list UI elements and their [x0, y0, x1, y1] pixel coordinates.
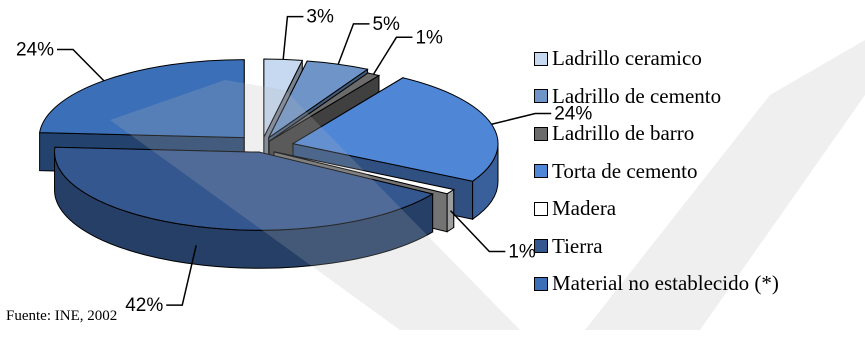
legend-swatch: [534, 89, 548, 104]
data-label: 3%: [306, 7, 334, 28]
pie-slice-4: [273, 151, 455, 195]
legend-label: Madera: [552, 196, 617, 221]
legend-item: Tierra: [534, 228, 864, 266]
legend-swatch: [534, 276, 548, 291]
label-leader-line: [166, 245, 197, 306]
legend-swatch: [534, 126, 548, 141]
pie-slice-2: [268, 72, 381, 142]
legend-item: Ladrillo de cemento: [534, 78, 864, 116]
legend-swatch: [534, 51, 548, 66]
pie-slice-6: [39, 59, 245, 139]
data-label: 5%: [372, 14, 400, 35]
label-leader-line: [491, 112, 552, 125]
legend-item: Torta de cemento: [534, 153, 864, 191]
legend-swatch: [534, 201, 548, 216]
legend-label: Tierra: [552, 233, 603, 258]
legend-label: Ladrillo de cemento: [552, 83, 722, 108]
legend-swatch: [534, 164, 548, 179]
pie-slice-1: [268, 60, 369, 139]
legend-item: Material no establecido (*): [534, 265, 864, 303]
data-label: 24%: [16, 39, 54, 60]
label-leader-line: [372, 36, 413, 75]
label-leader-line: [337, 23, 370, 65]
source-note: Fuente: INE, 2002: [6, 308, 118, 324]
data-label: 42%: [125, 295, 163, 316]
pie-slice-5: [54, 146, 434, 231]
legend-label: Torta de cemento: [552, 158, 698, 183]
pie-slice-0: [263, 58, 304, 138]
pie-labels: 3% 5% 1% 24% 1% 42% 24%: [16, 7, 592, 316]
chart-legend: Ladrillo ceramico Ladrillo de cemento La…: [534, 40, 864, 303]
label-leader-line: [56, 48, 105, 82]
legend-label: Ladrillo de barro: [552, 121, 695, 146]
legend-label: Ladrillo ceramico: [552, 46, 702, 71]
legend-item: Ladrillo ceramico: [534, 40, 864, 78]
pie-tops: [39, 58, 499, 231]
legend-item: Ladrillo de barro: [534, 115, 864, 153]
data-label: 1%: [415, 27, 443, 48]
label-leader-line: [282, 15, 304, 60]
legend-label: Material no establecido (*): [552, 271, 779, 296]
legend-item: Madera: [534, 190, 864, 228]
data-label: 1%: [508, 241, 536, 262]
data-label: 24%: [554, 104, 592, 125]
legend-swatch: [534, 239, 548, 254]
label-leader-line: [449, 210, 506, 253]
